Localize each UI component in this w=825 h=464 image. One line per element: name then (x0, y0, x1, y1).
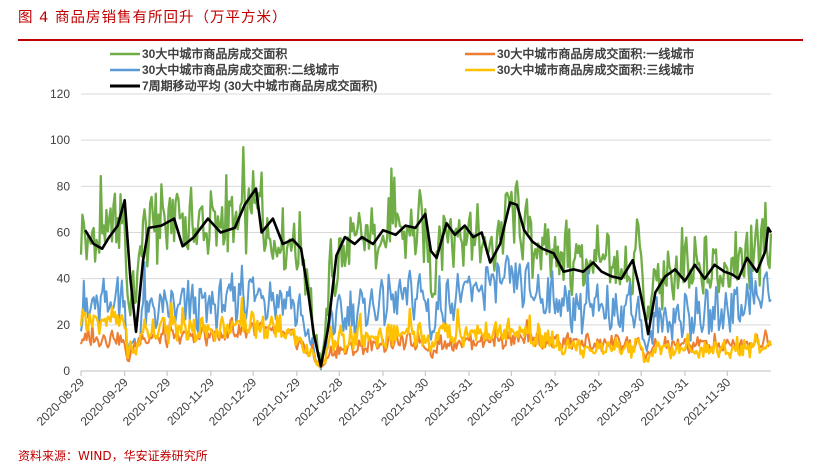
series-line-tier2 (80, 254, 772, 371)
y-tick-label: 60 (57, 226, 71, 240)
legend-label-total: 30大中城市商品房成交面积 (142, 46, 287, 61)
legend: 30大中城市商品房成交面积 30大中城市商品房成交面积:一线城市30大中城市商品房… (110, 46, 694, 93)
y-tick-label: 40 (57, 272, 71, 286)
y-axis-ticks: 0 20 40 60 80 100 120 (50, 87, 70, 378)
y-tick-label: 100 (50, 133, 70, 147)
y-tick-label: 0 (63, 364, 70, 378)
series-line-ma7 (84, 187, 773, 368)
series-line-tier3 (79, 296, 773, 369)
series-layer (79, 146, 773, 371)
legend-label-ma7: 7周期移动平均 (30大中城市商品房成交面积) (142, 78, 377, 93)
legend-label-tier3: 30大中城市商品房成交面积:三线城市 (497, 62, 694, 77)
legend-label-tier2: 30大中城市商品房成交面积:二线城市 (142, 62, 339, 77)
y-tick-label: 120 (50, 87, 70, 101)
legend-label-tier1: 30大中城市商品房成交面积:一线城市 (497, 46, 694, 61)
y-tick-label: 20 (57, 318, 71, 332)
source-note: 资料来源：WIND，华安证券研究所 (18, 449, 208, 463)
x-axis-ticks: 2020-08-292020-09-292020-10-292020-11-29… (34, 371, 734, 429)
figure-title: 图 4 商品房销售有所回升（万平方米） (18, 10, 288, 26)
title-rule (18, 39, 803, 41)
y-tick-label: 80 (57, 179, 71, 193)
